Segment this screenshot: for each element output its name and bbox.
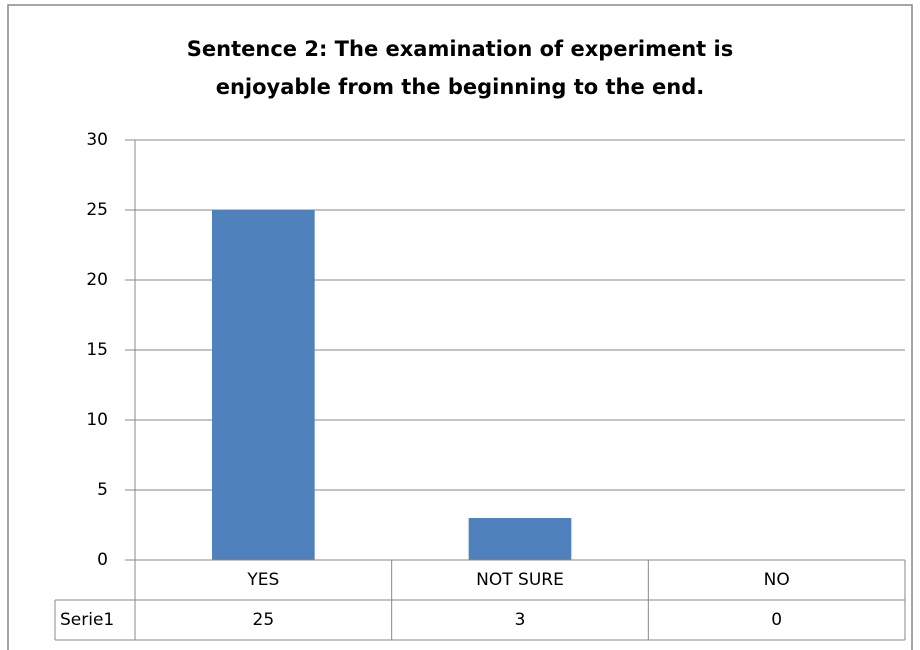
chart-title: Sentence 2: The examination of experimen… (187, 37, 733, 61)
table-value: 25 (253, 610, 275, 630)
bar (468, 518, 572, 560)
y-tick-label: 20 (86, 270, 108, 290)
x-tick-label: NO (764, 570, 790, 590)
y-tick-label: 5 (97, 480, 108, 500)
bar (212, 210, 315, 560)
y-tick-label: 30 (86, 130, 108, 150)
chart-border (7, 4, 913, 650)
y-tick-label: 10 (86, 410, 108, 430)
y-tick-label: 15 (86, 340, 108, 360)
table-value: 0 (771, 610, 782, 630)
y-tick-label: 25 (86, 200, 108, 220)
x-tick-label: YES (246, 570, 279, 590)
x-tick-label: NOT SURE (476, 570, 564, 590)
chart-title: enjoyable from the beginning to the end. (216, 75, 705, 99)
legend-label: Serie1 (60, 610, 114, 630)
y-tick-label: 0 (97, 550, 108, 570)
table-value: 3 (515, 610, 526, 630)
